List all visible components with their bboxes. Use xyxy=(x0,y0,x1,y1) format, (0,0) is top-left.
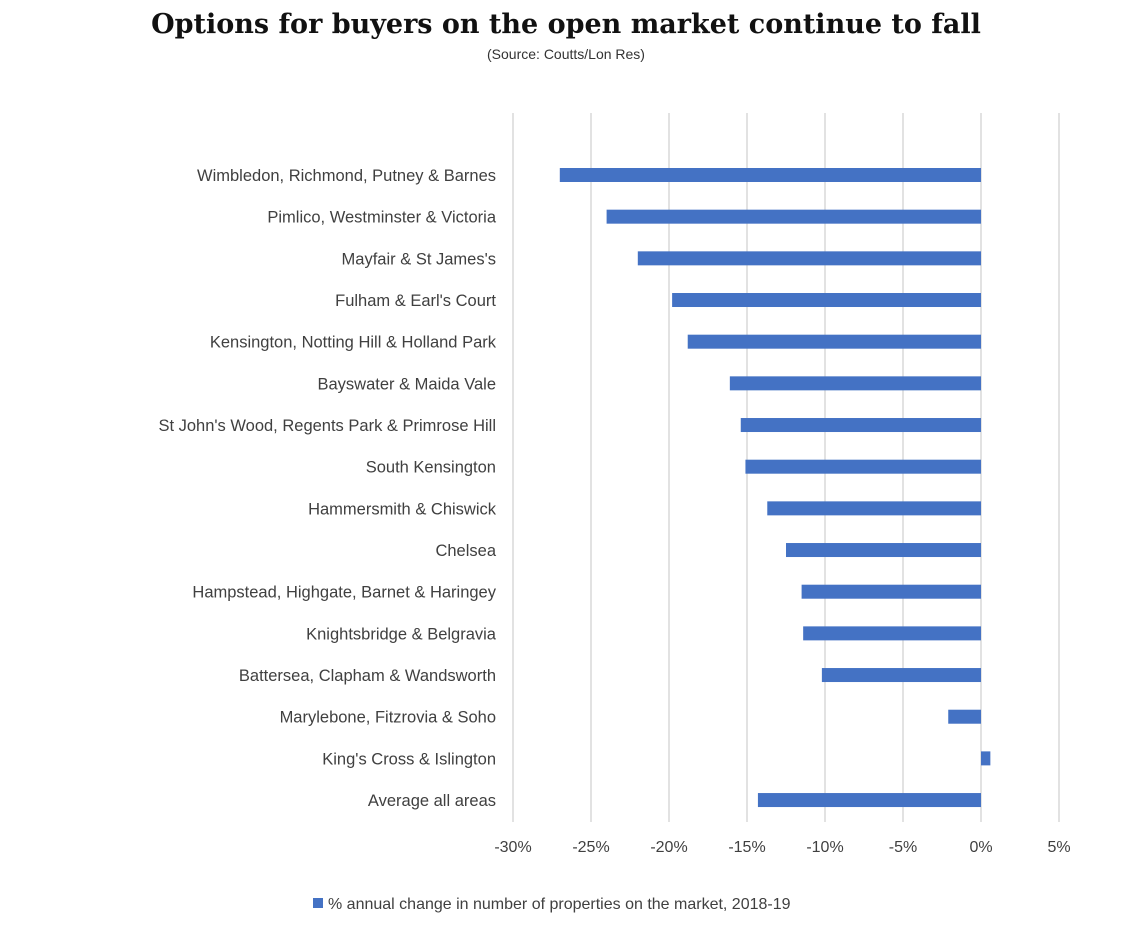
bar xyxy=(757,793,981,808)
category-label: Battersea, Clapham & Wandsworth xyxy=(239,667,496,685)
category-label: Marylebone, Fitzrovia & Soho xyxy=(280,709,496,727)
category-label: Mayfair & St James's xyxy=(342,250,496,268)
category-label: Chelsea xyxy=(435,542,496,560)
x-tick-label: -10% xyxy=(806,839,843,856)
x-tick-label: -15% xyxy=(728,839,765,856)
chart-title: Options for buyers on the open market co… xyxy=(151,9,981,40)
bar xyxy=(803,626,981,641)
legend-label: % annual change in number of properties … xyxy=(328,896,791,913)
bar xyxy=(981,751,991,766)
x-axis-tick-labels: -30% -25% -20% -15% -10% -5% 0% 5% xyxy=(494,839,1070,856)
category-label: Pimlico, Westminster & Victoria xyxy=(267,209,496,227)
bar xyxy=(801,584,981,599)
bar xyxy=(740,418,981,433)
category-labels: Wimbledon, Richmond, Putney & Barnes Piml… xyxy=(158,167,496,810)
category-label: King's Cross & Islington xyxy=(322,750,496,768)
x-tick-label: -25% xyxy=(572,839,609,856)
bar xyxy=(559,168,981,182)
bar xyxy=(767,501,981,516)
category-label: Hampstead, Highgate, Barnet & Haringey xyxy=(192,584,496,602)
bar xyxy=(745,459,981,474)
x-tick-label: -30% xyxy=(494,839,531,856)
bar xyxy=(606,209,981,224)
x-tick-label: -5% xyxy=(889,839,917,856)
category-label: Kensington, Notting Hill & Holland Park xyxy=(210,334,497,352)
bars xyxy=(559,168,991,808)
category-label: Wimbledon, Richmond, Putney & Barnes xyxy=(197,167,496,185)
category-label: Knightsbridge & Belgravia xyxy=(306,625,497,643)
x-tick-label: 5% xyxy=(1047,839,1070,856)
category-label: Average all areas xyxy=(368,792,496,810)
x-tick-label: 0% xyxy=(969,839,992,856)
category-label: Bayswater & Maida Vale xyxy=(317,375,496,393)
legend-swatch xyxy=(313,898,323,908)
bar xyxy=(687,334,981,349)
bar xyxy=(786,543,981,558)
bar xyxy=(948,709,981,724)
x-tick-label: -20% xyxy=(650,839,687,856)
bar xyxy=(637,251,981,266)
bar xyxy=(729,376,981,391)
category-label: Hammersmith & Chiswick xyxy=(308,500,497,518)
category-label: St John's Wood, Regents Park & Primrose … xyxy=(158,417,496,435)
category-label: South Kensington xyxy=(366,459,496,477)
bar xyxy=(672,293,981,308)
legend: % annual change in number of properties … xyxy=(313,896,791,913)
chart-subtitle: (Source: Coutts/Lon Res) xyxy=(487,46,645,62)
bar xyxy=(821,668,981,683)
category-label: Fulham & Earl's Court xyxy=(335,292,496,310)
